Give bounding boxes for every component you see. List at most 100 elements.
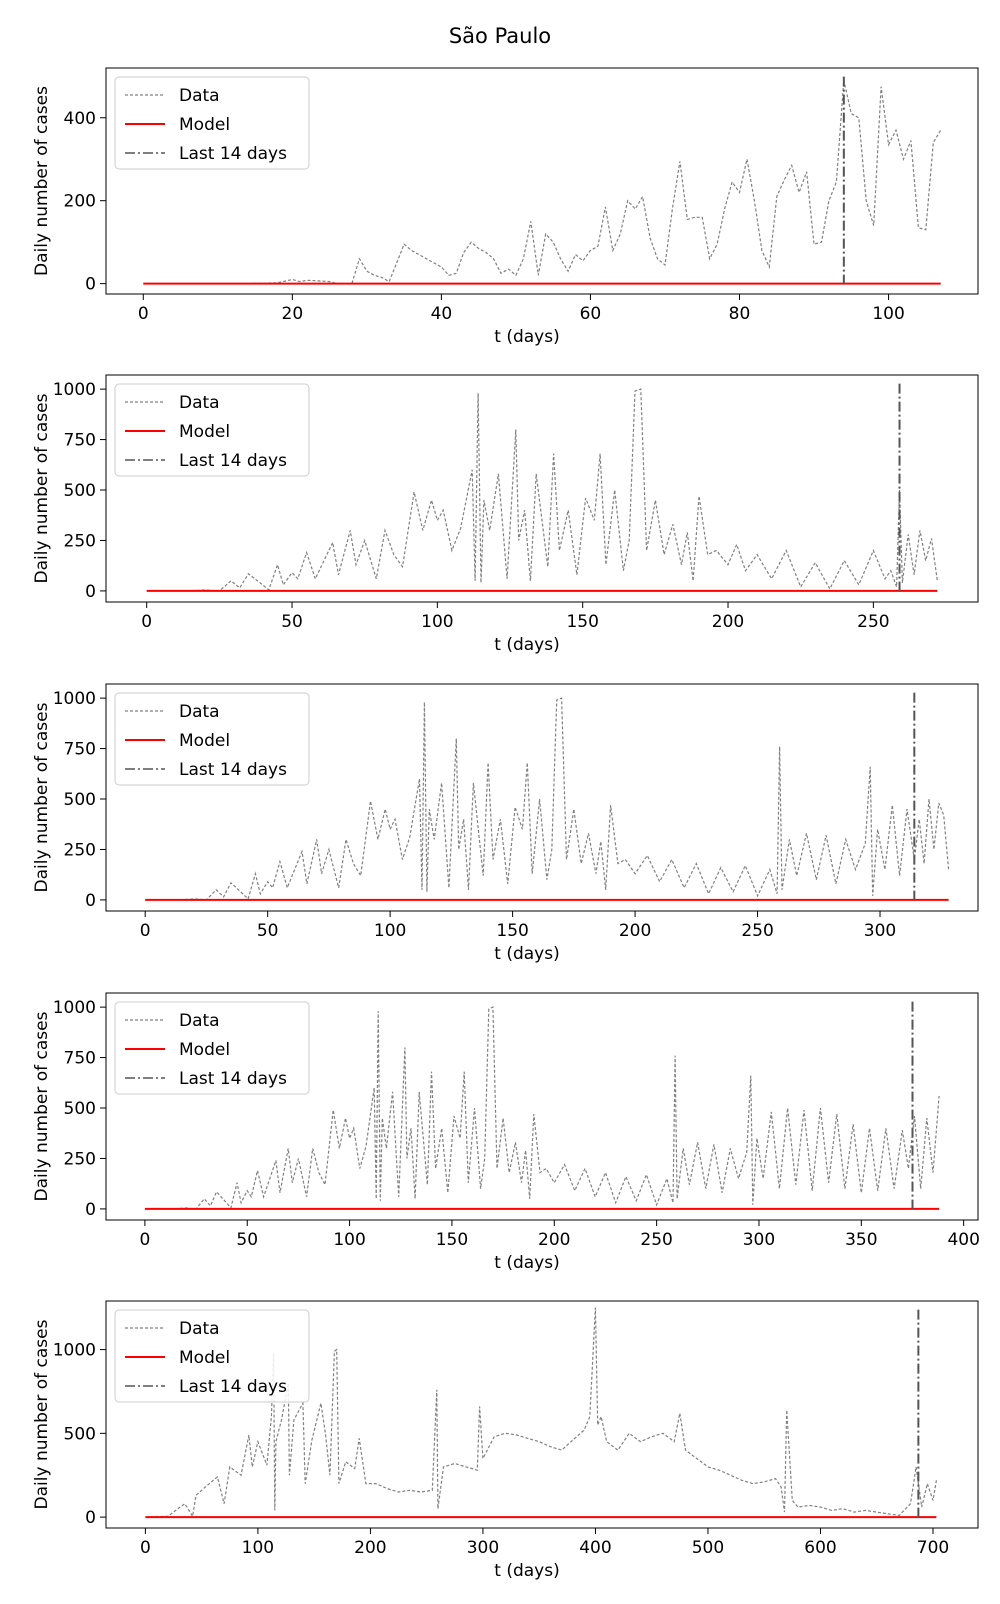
x-tick-label: 40 bbox=[431, 304, 453, 324]
legend-label: Data bbox=[179, 1319, 220, 1339]
y-tick-label: 0 bbox=[85, 891, 96, 911]
y-tick-label: 500 bbox=[64, 790, 96, 810]
x-tick-label: 250 bbox=[857, 612, 889, 632]
x-tick-label: 250 bbox=[640, 1230, 672, 1250]
y-tick-label: 1000 bbox=[53, 689, 96, 709]
x-tick-label: 100 bbox=[421, 612, 453, 632]
legend: Data Model Last 14 days bbox=[114, 1309, 310, 1403]
y-tick-label: 1000 bbox=[53, 998, 96, 1018]
x-tick-label: 200 bbox=[619, 921, 651, 941]
legend-label: Data bbox=[179, 393, 220, 413]
chart-panel-2: 0 50 100 150 200 250 0 250 500 750 1000 t (days) Dai… bbox=[32, 374, 979, 655]
x-tick-label: 400 bbox=[947, 1230, 979, 1250]
legend: Data Model Last 14 days bbox=[114, 383, 310, 477]
legend-label: Last 14 days bbox=[179, 1069, 287, 1089]
y-tick-label: 750 bbox=[64, 1049, 96, 1069]
x-tick-label: 50 bbox=[236, 1230, 258, 1250]
legend-label: Last 14 days bbox=[179, 760, 287, 780]
y-tick-label: 0 bbox=[85, 1200, 96, 1220]
chart-panel-5: 0 100 200 300 400 500 600 700 0 500 1000 t (days) Da… bbox=[32, 1300, 979, 1581]
legend: Data Model Last 14 days bbox=[114, 76, 310, 170]
axes-frame bbox=[105, 67, 979, 295]
x-tick-label: 300 bbox=[743, 1230, 775, 1250]
x-tick-label: 400 bbox=[579, 1538, 611, 1558]
legend-label: Model bbox=[179, 422, 230, 442]
x-tick-label: 100 bbox=[242, 1538, 274, 1558]
x-tick-label: 350 bbox=[845, 1230, 877, 1250]
legend-label: Data bbox=[179, 86, 220, 106]
x-tick-label: 100 bbox=[872, 304, 904, 324]
x-tick-label: 250 bbox=[741, 921, 773, 941]
y-tick-label: 250 bbox=[64, 840, 96, 860]
x-tick-label: 700 bbox=[917, 1538, 949, 1558]
x-tick-label: 0 bbox=[138, 304, 149, 324]
legend-label: Data bbox=[179, 702, 220, 722]
legend: Data Model Last 14 days bbox=[114, 1001, 310, 1095]
x-axis-label: t (days) bbox=[494, 944, 559, 964]
x-tick-label: 100 bbox=[374, 921, 406, 941]
x-tick-label: 100 bbox=[333, 1230, 365, 1250]
x-tick-label: 0 bbox=[140, 1538, 151, 1558]
legend-label: Model bbox=[179, 1040, 230, 1060]
y-tick-label: 200 bbox=[64, 192, 96, 212]
chart-panel-4: 0 50 100 150 200 250 300 350 400 0 250 500 750 1000 t … bbox=[32, 992, 980, 1273]
x-tick-label: 0 bbox=[139, 1230, 150, 1250]
chart-panel-1: 0 20 40 60 80 100 0 200 400 t (days) Daily number … bbox=[32, 67, 979, 347]
x-tick-label: 150 bbox=[436, 1230, 468, 1250]
legend-label: Model bbox=[179, 115, 230, 135]
legend-label: Last 14 days bbox=[179, 451, 287, 471]
y-tick-label: 1000 bbox=[53, 380, 96, 400]
data-series-line bbox=[146, 388, 938, 592]
y-tick-label: 250 bbox=[64, 1149, 96, 1169]
y-tick-label: 400 bbox=[64, 109, 96, 129]
x-axis-label: t (days) bbox=[494, 1253, 559, 1273]
legend-label: Model bbox=[179, 1348, 230, 1368]
x-tick-label: 300 bbox=[467, 1538, 499, 1558]
axes-frame bbox=[105, 1300, 979, 1529]
x-tick-label: 200 bbox=[538, 1230, 570, 1250]
legend-label: Last 14 days bbox=[179, 1377, 287, 1397]
legend-box bbox=[114, 1309, 310, 1403]
y-tick-label: 0 bbox=[85, 275, 96, 295]
x-tick-label: 0 bbox=[141, 612, 152, 632]
y-axis-label: Daily number of cases bbox=[32, 1319, 52, 1509]
y-axis-label: Daily number of cases bbox=[32, 393, 52, 583]
y-tick-label: 1000 bbox=[53, 1341, 96, 1361]
x-tick-label: 80 bbox=[729, 304, 751, 324]
legend-box bbox=[114, 76, 310, 170]
axes-frame bbox=[105, 992, 979, 1221]
x-tick-label: 500 bbox=[692, 1538, 724, 1558]
y-axis-label: Daily number of cases bbox=[32, 86, 52, 276]
y-tick-label: 750 bbox=[64, 740, 96, 760]
x-axis-label: t (days) bbox=[494, 1561, 559, 1581]
data-series-line bbox=[145, 697, 950, 901]
chart-panel-3: 0 50 100 150 200 250 300 0 250 500 750 1000 t (days)… bbox=[32, 683, 979, 964]
y-axis-label: Daily number of cases bbox=[32, 702, 52, 892]
y-tick-label: 0 bbox=[85, 582, 96, 602]
legend-box bbox=[114, 383, 310, 477]
legend-label: Last 14 days bbox=[179, 144, 287, 164]
y-tick-label: 500 bbox=[64, 481, 96, 501]
axes-frame bbox=[105, 374, 979, 603]
legend-label: Data bbox=[179, 1011, 220, 1031]
data-series-line bbox=[143, 80, 942, 285]
legend-box bbox=[114, 692, 310, 786]
figure-title: São Paulo bbox=[448, 24, 552, 48]
y-tick-label: 500 bbox=[64, 1099, 96, 1119]
x-tick-label: 200 bbox=[712, 612, 744, 632]
x-axis-label: t (days) bbox=[494, 327, 559, 347]
legend: Data Model Last 14 days bbox=[114, 692, 310, 786]
data-series-line bbox=[144, 1006, 940, 1210]
legend-label: Model bbox=[179, 731, 230, 751]
x-tick-label: 60 bbox=[580, 304, 602, 324]
data-series-line bbox=[145, 1307, 937, 1518]
x-tick-label: 20 bbox=[282, 304, 304, 324]
x-tick-label: 50 bbox=[257, 921, 279, 941]
x-tick-label: 300 bbox=[864, 921, 896, 941]
axes-frame bbox=[105, 683, 979, 912]
x-tick-label: 0 bbox=[140, 921, 151, 941]
x-tick-label: 150 bbox=[566, 612, 598, 632]
legend-box bbox=[114, 1001, 310, 1095]
